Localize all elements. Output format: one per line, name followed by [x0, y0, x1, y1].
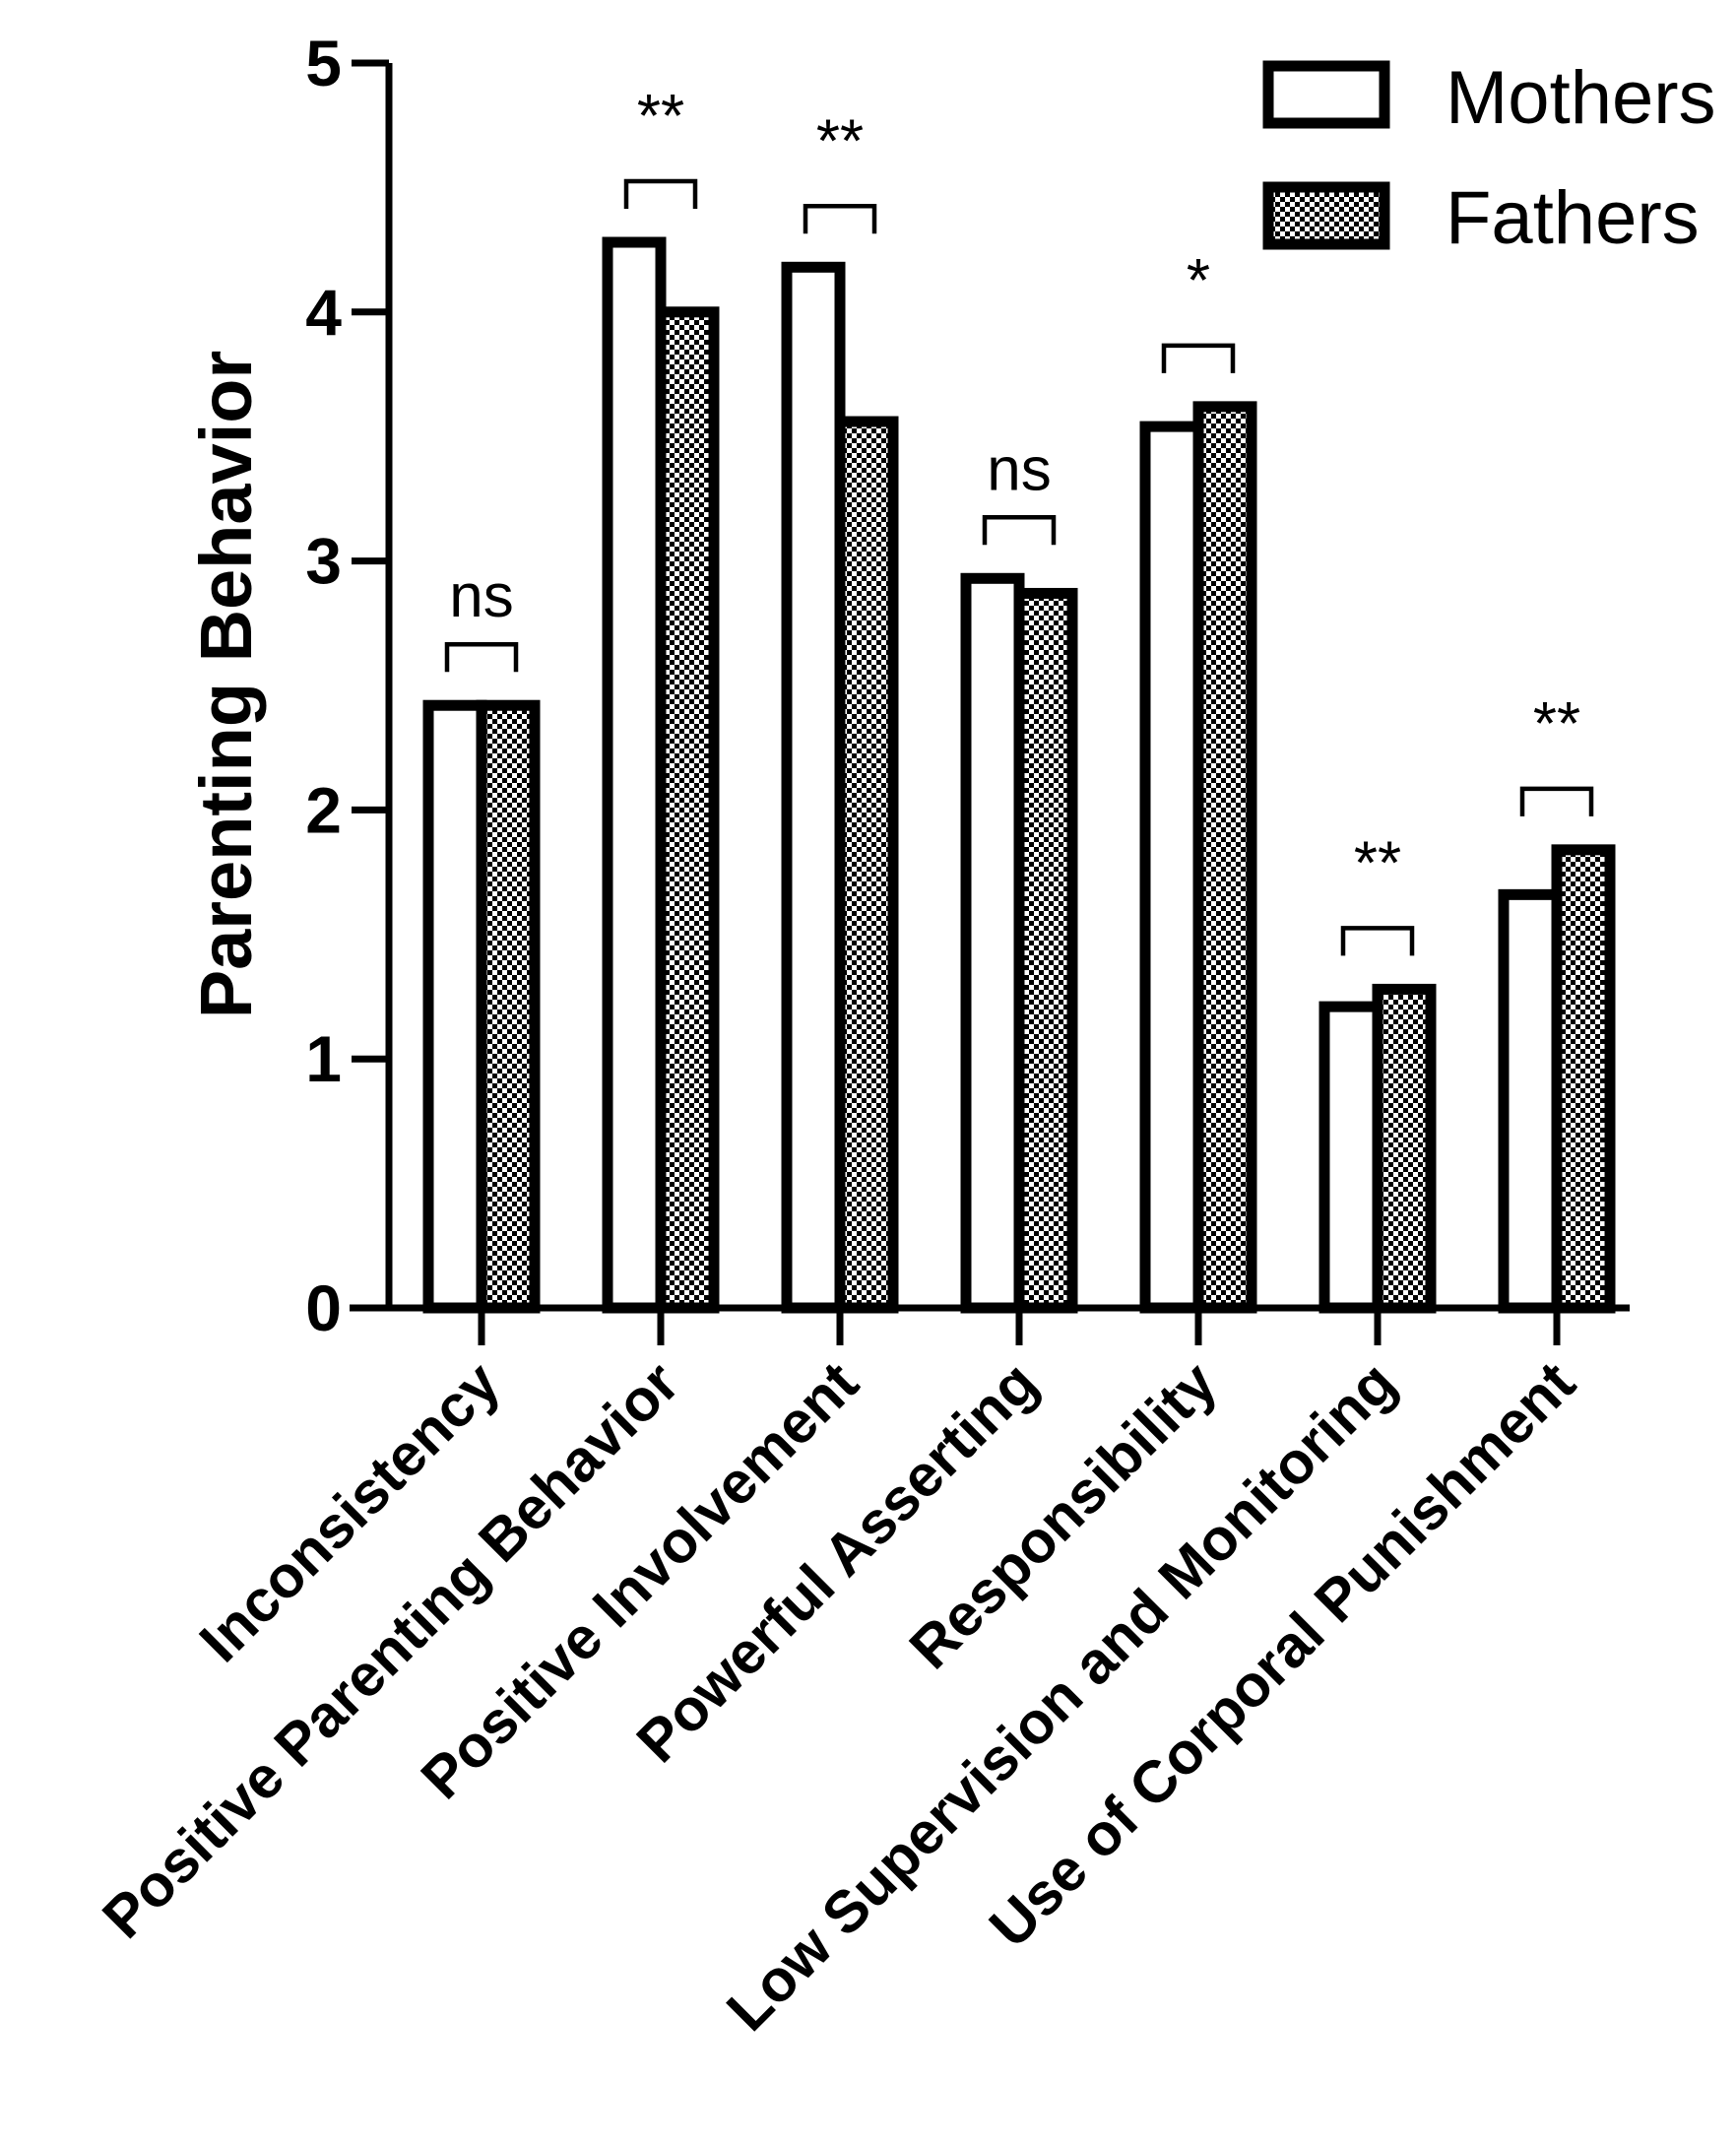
legend-label-mothers: Mothers: [1446, 56, 1716, 140]
legend-label-fathers: Fathers: [1446, 176, 1700, 260]
bar-fathers-5: [1372, 983, 1437, 1314]
bar-fathers-2: [834, 416, 899, 1314]
significance-label-6: **: [1533, 690, 1580, 758]
x-ticks: [478, 1308, 1561, 1345]
category-label-4: Responsibility: [897, 1348, 1230, 1681]
significance-label-3: ns: [987, 435, 1051, 503]
bar-mothers-6: [1498, 888, 1563, 1314]
y-ticks: 0 1 2 3 4 5: [305, 27, 389, 1344]
significance-bracket-0: [444, 641, 519, 673]
bars-group: [422, 236, 1616, 1314]
bar-fathers-6: [1551, 844, 1616, 1314]
category-label-0: Inconsistency: [187, 1348, 513, 1674]
bar-fathers-0: [476, 699, 541, 1314]
significance-bracket-5: [1340, 926, 1415, 956]
significance-label-0: ns: [449, 562, 513, 630]
bar-fathers-4: [1192, 401, 1257, 1314]
y-tick-label-5: 5: [305, 27, 342, 99]
significance-label-4: *: [1187, 247, 1210, 315]
significance-bracket-6: [1519, 786, 1594, 816]
significance-bracket-1: [623, 178, 698, 210]
bar-mothers-0: [422, 699, 487, 1314]
significance-bracket-2: [803, 204, 877, 234]
y-tick-label-1: 1: [305, 1022, 342, 1095]
y-tick-label-0: 0: [305, 1271, 342, 1344]
significance-group: ns** **ns*****: [444, 83, 1594, 956]
bar-mothers-4: [1139, 421, 1204, 1314]
bar-mothers-2: [781, 261, 846, 1314]
bar-mothers-5: [1318, 1001, 1383, 1314]
significance-label-5: **: [1354, 829, 1401, 897]
category-label-5: Low Supervision and Monitoring: [714, 1349, 1408, 2044]
y-tick-label-3: 3: [305, 525, 342, 598]
legend-swatch-fathers: [1262, 181, 1390, 250]
legend: Mothers Fathers: [1262, 56, 1716, 260]
significance-bracket-3: [982, 515, 1057, 546]
significance-bracket-4: [1161, 343, 1236, 373]
bar-fathers-1: [655, 306, 720, 1314]
y-tick-label-2: 2: [305, 773, 342, 846]
legend-swatch-mothers: [1262, 60, 1390, 129]
bar-mothers-1: [602, 236, 667, 1314]
y-axis-label: Parenting Behavior: [185, 351, 267, 1019]
y-tick-label-4: 4: [305, 276, 342, 349]
significance-label-1: **: [637, 83, 684, 151]
significance-label-2: **: [816, 107, 864, 175]
bar-mothers-3: [960, 572, 1025, 1314]
bar-fathers-3: [1013, 587, 1078, 1314]
